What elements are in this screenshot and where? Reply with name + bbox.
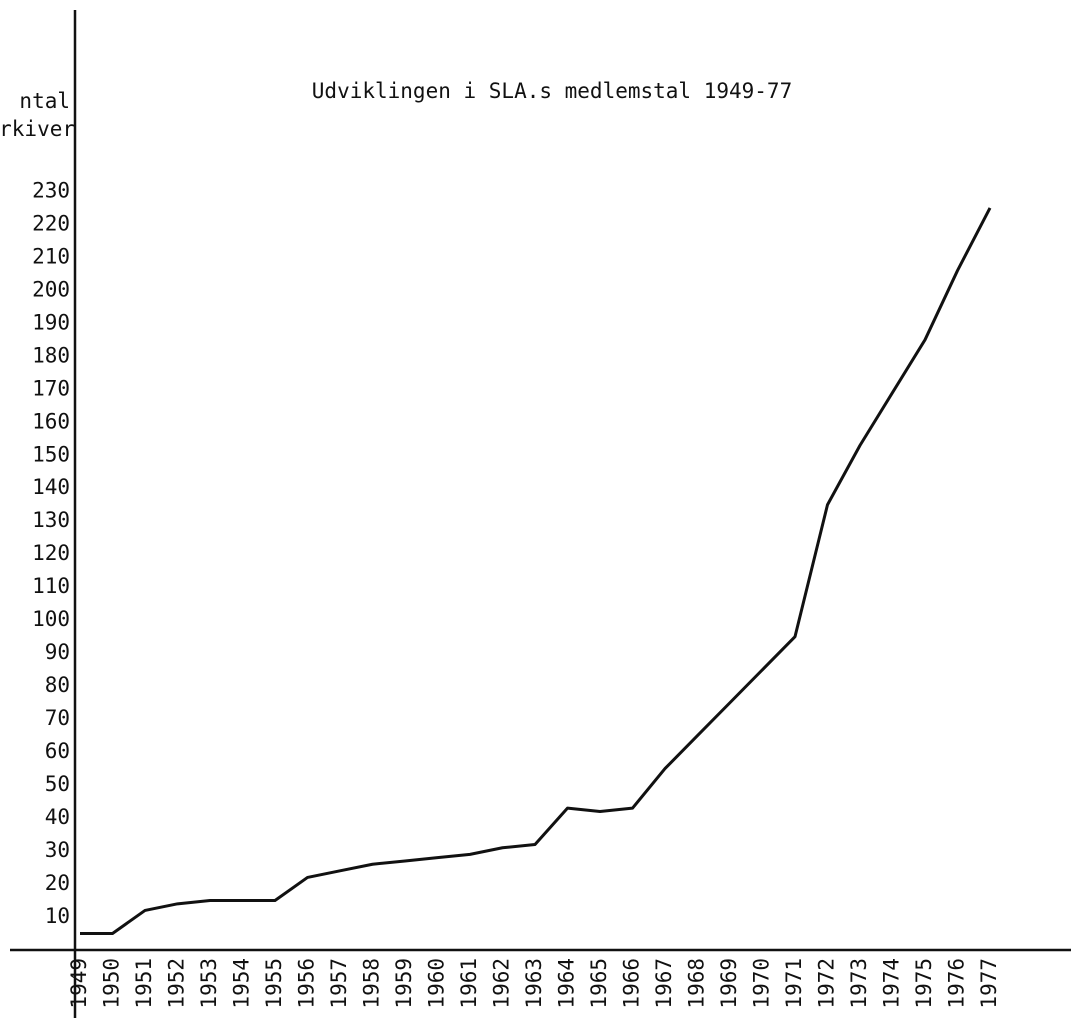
y-tick-label: 230	[32, 178, 70, 202]
y-axis-label: rkiver	[0, 117, 75, 141]
x-tick-label: 1965	[587, 958, 611, 1009]
y-tick-label: 120	[32, 541, 70, 565]
y-tick-label: 110	[32, 574, 70, 598]
x-tick-label: 1955	[262, 958, 286, 1009]
data-line	[80, 207, 992, 936]
y-tick-label: 210	[32, 244, 70, 268]
y-tick-label: 50	[45, 772, 70, 796]
chart-title: Udviklingen i SLA.s medlemstal 1949-77	[312, 79, 792, 103]
y-tick-label: 160	[32, 409, 70, 433]
x-tick-label: 1960	[425, 958, 449, 1009]
x-tick-label: 1949	[67, 958, 91, 1009]
x-tick-label: 1971	[782, 958, 806, 1009]
x-tick-label: 1967	[652, 958, 676, 1009]
y-axis-label: ntal	[19, 89, 70, 113]
x-tick-label: 1963	[522, 958, 546, 1009]
x-tick-label: 1966	[620, 958, 644, 1009]
x-tick-label: 1952	[165, 958, 189, 1009]
y-tick-label: 170	[32, 376, 70, 400]
y-tick-label: 200	[32, 277, 70, 301]
y-tick-label: 100	[32, 607, 70, 631]
x-tick-label: 1975	[912, 958, 936, 1009]
y-tick-label: 140	[32, 475, 70, 499]
y-tick-label: 130	[32, 508, 70, 532]
x-tick-label: 1969	[717, 958, 741, 1009]
x-tick-label: 1957	[327, 958, 351, 1009]
x-tick-label: 1974	[880, 958, 904, 1009]
y-tick-label: 40	[45, 805, 70, 829]
x-tick-label: 1970	[750, 958, 774, 1009]
y-tick-label: 190	[32, 310, 70, 334]
y-tick-label: 30	[45, 838, 70, 862]
x-tick-label: 1976	[945, 958, 969, 1009]
y-tick-label: 180	[32, 343, 70, 367]
x-tick-label: 1962	[490, 958, 514, 1009]
x-tick-label: 1951	[132, 958, 156, 1009]
x-tick-label: 1972	[815, 958, 839, 1009]
x-tick-label: 1956	[295, 958, 319, 1009]
y-tick-label: 220	[32, 211, 70, 235]
x-tick-label: 1950	[100, 958, 124, 1009]
x-tick-label: 1961	[457, 958, 481, 1009]
y-tick-label: 80	[45, 673, 70, 697]
y-tick-label: 10	[45, 904, 70, 928]
x-tick-label: 1964	[555, 958, 579, 1009]
y-tick-label: 20	[45, 871, 70, 895]
y-tick-label: 60	[45, 739, 70, 763]
y-tick-label: 150	[32, 442, 70, 466]
x-tick-label: 1954	[230, 958, 254, 1009]
y-tick-label: 70	[45, 706, 70, 730]
x-tick-label: 1977	[977, 958, 1001, 1009]
x-tick-label: 1953	[197, 958, 221, 1009]
x-tick-label: 1959	[392, 958, 416, 1009]
x-tick-label: 1968	[685, 958, 709, 1009]
x-tick-label: 1958	[360, 958, 384, 1009]
y-tick-label: 90	[45, 640, 70, 664]
x-tick-label: 1973	[847, 958, 871, 1009]
